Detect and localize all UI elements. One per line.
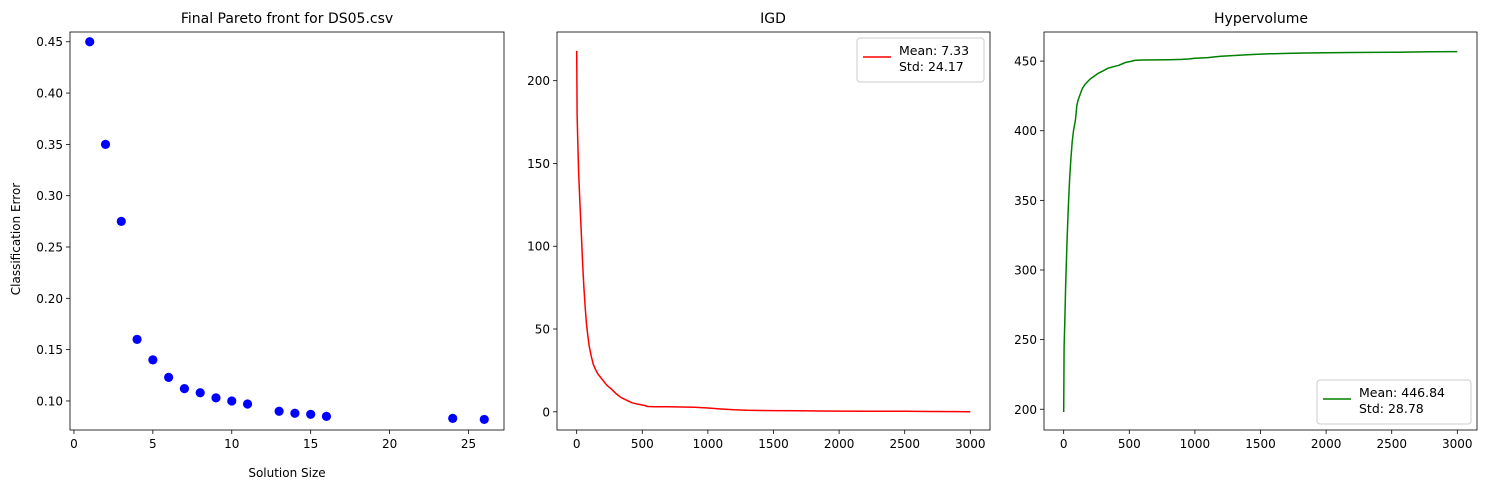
igd-chart-title: IGD [760, 11, 786, 27]
pareto-y-tick-label: 0.40 [36, 87, 63, 101]
pareto-point [448, 413, 458, 424]
pareto-point [479, 414, 489, 425]
pareto-y-axis-label: Classification Error [9, 183, 23, 296]
hypervolume-y-tick-label: 300 [1014, 263, 1037, 277]
igd-x-tick-label: 3000 [955, 437, 986, 451]
pareto-point [148, 355, 158, 365]
hypervolume-y-tick-label: 450 [1014, 55, 1037, 69]
pareto-chart-title: Final Pareto front for DS05.csv [181, 11, 393, 27]
hypervolume-legend-box [1316, 379, 1472, 425]
pareto-point [211, 393, 221, 403]
hypervolume-x-tick-label: 0 [1060, 437, 1068, 451]
hypervolume-axes-frame [1043, 31, 1478, 431]
igd-panel: IGD 0 500 1000 1500 2000 2500 3000 0 50 100 150 200… [527, 11, 991, 451]
pareto-y-tick-label: 0.35 [36, 138, 63, 152]
igd-y-tick-label: 0 [542, 405, 550, 419]
pareto-point [242, 399, 253, 409]
igd-legend-text: Mean: 7.33 [899, 43, 969, 58]
pareto-point [179, 384, 190, 394]
pareto-axes-frame [69, 31, 505, 431]
pareto-point [132, 334, 142, 344]
pareto-point [321, 411, 332, 421]
hypervolume-plot-area: 0 500 1000 1500 2000 2500 3000 200 250 300 350 400 4… [1014, 31, 1478, 451]
pareto-point [195, 388, 205, 398]
hypervolume-y-tick-label: 350 [1014, 194, 1037, 208]
hypervolume-legend-text: Std: 28.78 [1359, 401, 1424, 416]
igd-axes-frame [556, 31, 991, 431]
pareto-y-tick-label: 0.20 [36, 292, 63, 306]
pareto-y-tick-label: 0.10 [36, 394, 63, 408]
igd-legend-box [856, 37, 985, 83]
hypervolume-x-tick-label: 500 [1118, 437, 1141, 451]
pareto-x-tick-label: 25 [461, 437, 476, 451]
igd-x-tick-label: 500 [631, 437, 654, 451]
hypervolume-x-tick-label: 1000 [1180, 437, 1211, 451]
pareto-x-tick-label: 0 [70, 437, 78, 451]
igd-y-tick-label: 100 [527, 240, 550, 254]
hypervolume-y-tick-label: 400 [1014, 124, 1037, 138]
hypervolume-x-tick-label: 2500 [1376, 437, 1407, 451]
pareto-point [274, 406, 284, 416]
hypervolume-x-tick-label: 2000 [1311, 437, 1342, 451]
pareto-point [100, 139, 111, 149]
igd-x-tick-label: 2000 [824, 437, 855, 451]
hypervolume-y-tick-label: 250 [1014, 333, 1037, 347]
hypervolume-panel: Hypervolume 0 500 1000 1500 2000 2500 3000 200 2… [1014, 11, 1478, 451]
hypervolume-legend-text: Mean: 446.84 [1359, 385, 1445, 400]
pareto-front-panel: Final Pareto front for DS05.csv Solution… [9, 11, 505, 480]
igd-y-tick-label: 50 [535, 323, 550, 337]
pareto-point [85, 37, 95, 47]
pareto-y-tick-label: 0.25 [36, 241, 63, 255]
pareto-point [227, 396, 237, 406]
pareto-x-tick-label: 5 [149, 437, 157, 451]
pareto-x-tick-label: 15 [303, 437, 318, 451]
pareto-y-tick-label: 0.45 [36, 35, 63, 49]
pareto-plot-area: 0 5 10 15 20 25 0.10 0.15 0.20 0.25 0.30 0.35 0.40 0.… [36, 31, 505, 451]
hypervolume-x-tick-label: 1500 [1245, 437, 1276, 451]
igd-plot-area: 0 500 1000 1500 2000 2500 3000 0 50 100 150 200 Mean… [527, 31, 991, 451]
hypervolume-y-tick-label: 200 [1014, 403, 1037, 417]
igd-y-tick-label: 150 [527, 157, 550, 171]
pareto-y-tick-label: 0.15 [36, 343, 63, 357]
pareto-x-tick-label: 20 [382, 437, 397, 451]
pareto-point [116, 216, 126, 226]
hypervolume-series-line [1062, 50, 1458, 413]
pareto-x-axis-label: Solution Size [248, 466, 325, 480]
pareto-point [164, 372, 174, 382]
igd-x-tick-label: 0 [573, 437, 581, 451]
pareto-point [306, 409, 316, 419]
igd-x-tick-label: 1500 [758, 437, 789, 451]
igd-legend-text: Std: 24.17 [899, 59, 964, 74]
igd-x-tick-label: 1000 [693, 437, 724, 451]
pareto-y-tick-label: 0.30 [36, 189, 63, 203]
igd-x-tick-label: 2500 [889, 437, 920, 451]
igd-series-line [575, 50, 971, 413]
hypervolume-chart-title: Hypervolume [1214, 11, 1308, 27]
pareto-point [290, 408, 300, 418]
igd-y-tick-label: 200 [527, 74, 550, 88]
pareto-x-tick-label: 10 [224, 437, 239, 451]
hypervolume-x-tick-label: 3000 [1442, 437, 1473, 451]
